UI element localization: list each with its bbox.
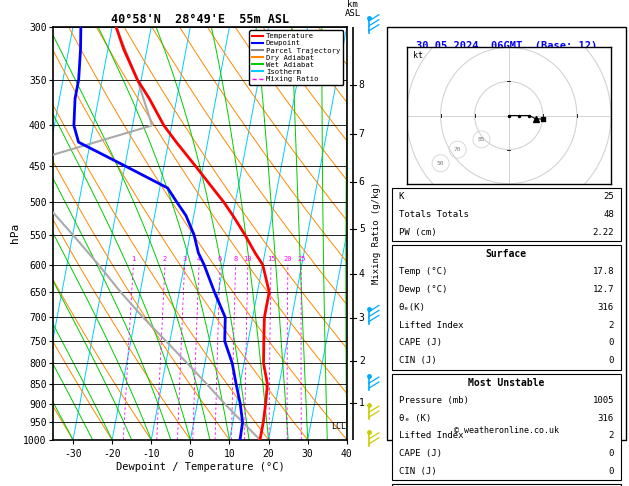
Text: 1: 1 [359, 398, 365, 408]
Text: Lifted Index: Lifted Index [399, 321, 464, 330]
Text: 4: 4 [197, 257, 201, 262]
Text: 2.22: 2.22 [593, 228, 614, 237]
Text: 316: 316 [598, 303, 614, 312]
Text: Lifted Index: Lifted Index [399, 432, 464, 440]
Title: 40°58'N  28°49'E  55m ASL: 40°58'N 28°49'E 55m ASL [111, 13, 289, 26]
Text: CAPE (J): CAPE (J) [399, 338, 442, 347]
Text: 12.7: 12.7 [593, 285, 614, 294]
Text: CIN (J): CIN (J) [399, 467, 437, 476]
Text: © weatheronline.co.uk: © weatheronline.co.uk [454, 426, 559, 435]
Text: 25: 25 [603, 192, 614, 201]
Text: 1: 1 [131, 257, 135, 262]
Text: CAPE (J): CAPE (J) [399, 449, 442, 458]
Text: Temp (°C): Temp (°C) [399, 267, 447, 277]
Bar [392, 374, 621, 480]
Text: 1005: 1005 [593, 396, 614, 405]
Text: 6: 6 [359, 177, 365, 187]
Legend: Temperature, Dewpoint, Parcel Trajectory, Dry Adiabat, Wet Adiabat, Isotherm, Mi: Temperature, Dewpoint, Parcel Trajectory… [249, 30, 343, 85]
Text: 0: 0 [608, 449, 614, 458]
Text: 48: 48 [603, 210, 614, 219]
Text: CIN (J): CIN (J) [399, 356, 437, 365]
Text: 10: 10 [243, 257, 252, 262]
Text: km
ASL: km ASL [345, 0, 361, 18]
Text: 5: 5 [359, 224, 365, 234]
Text: 2: 2 [359, 356, 365, 366]
Text: θₑ (K): θₑ (K) [399, 414, 431, 423]
Text: 2: 2 [608, 432, 614, 440]
Text: 3: 3 [182, 257, 187, 262]
Text: 2: 2 [608, 321, 614, 330]
Text: 15: 15 [267, 257, 276, 262]
Text: 20: 20 [284, 257, 292, 262]
Text: 3: 3 [359, 313, 365, 323]
Text: θₑ(K): θₑ(K) [399, 303, 426, 312]
Text: PW (cm): PW (cm) [399, 228, 437, 237]
Text: 25: 25 [297, 257, 306, 262]
Y-axis label: hPa: hPa [10, 223, 20, 243]
Text: Surface: Surface [486, 249, 527, 259]
X-axis label: Dewpoint / Temperature (°C): Dewpoint / Temperature (°C) [116, 462, 284, 471]
Text: Mixing Ratio (g/kg): Mixing Ratio (g/kg) [372, 182, 381, 284]
Text: 7: 7 [359, 129, 365, 139]
Text: LCL: LCL [331, 422, 346, 432]
Text: 30.05.2024  06GMT  (Base: 12): 30.05.2024 06GMT (Base: 12) [416, 41, 597, 51]
Bar [392, 188, 621, 241]
Text: K: K [399, 192, 404, 201]
Text: 0: 0 [608, 338, 614, 347]
Text: Dewp (°C): Dewp (°C) [399, 285, 447, 294]
Bar [392, 485, 621, 486]
Text: 8: 8 [359, 81, 365, 90]
Text: 8: 8 [233, 257, 238, 262]
Text: 2: 2 [163, 257, 167, 262]
Text: 4: 4 [359, 269, 365, 279]
Text: 6: 6 [218, 257, 222, 262]
Bar [392, 245, 621, 370]
Text: Pressure (mb): Pressure (mb) [399, 396, 469, 405]
Text: 316: 316 [598, 414, 614, 423]
Text: Totals Totals: Totals Totals [399, 210, 469, 219]
Text: 0: 0 [608, 356, 614, 365]
Text: 17.8: 17.8 [593, 267, 614, 277]
Text: 0: 0 [608, 467, 614, 476]
Text: Most Unstable: Most Unstable [468, 378, 545, 388]
